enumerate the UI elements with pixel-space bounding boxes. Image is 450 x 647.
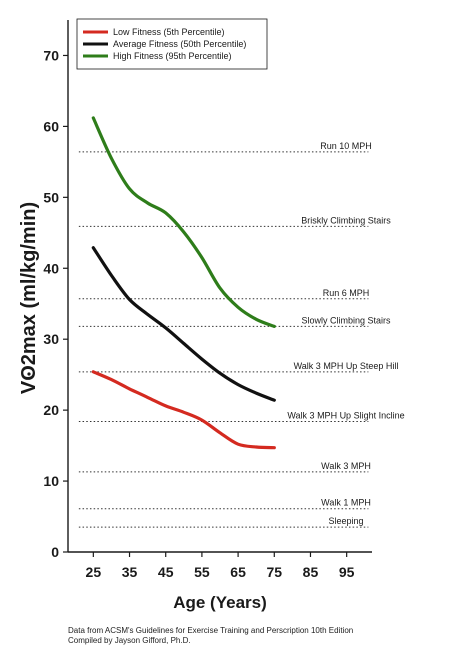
x-tick-label: 85 <box>303 564 319 580</box>
x-tick-label: 95 <box>339 564 355 580</box>
y-tick-label: 10 <box>43 473 59 489</box>
reference-line-label: Sleeping <box>328 516 363 526</box>
x-tick-label: 35 <box>122 564 138 580</box>
average-fitness-line <box>91 246 276 402</box>
reference-line-label: Walk 3 MPH <box>321 461 371 471</box>
reference-line-label: Walk 3 MPH Up Steep Hill <box>294 361 399 371</box>
x-axis-label: Age (Years) <box>173 593 267 612</box>
series-lines <box>91 116 276 450</box>
x-tick-label: 25 <box>86 564 102 580</box>
reference-line-label: Run 6 MPH <box>323 288 370 298</box>
high-fitness-line <box>91 116 276 328</box>
y-tick-label: 20 <box>43 402 59 418</box>
reference-line-label: Slowly Climbing Stairs <box>301 315 391 325</box>
source-footer: Data from ACSM's Guidelines for Exercise… <box>68 626 353 646</box>
footer-line-2: Compiled by Jayson Gifford, Ph.D. <box>68 636 191 645</box>
y-ticks: 0 10 20 30 40 50 60 70 <box>43 47 68 560</box>
y-axis-label: VO2max (ml/kg/min) <box>18 202 40 394</box>
reference-lines: Run 10 MPH Briskly Climbing Stairs Run 6 M… <box>78 141 405 528</box>
x-tick-label: 45 <box>158 564 174 580</box>
legend: Low Fitness (5th Percentile) Average Fitn… <box>76 18 268 70</box>
reference-line-label: Briskly Climbing Stairs <box>301 215 391 225</box>
legend-label: High Fitness (95th Percentile) <box>113 51 232 61</box>
y-tick-label: 70 <box>43 47 59 63</box>
axes <box>67 20 372 553</box>
reference-line-label: Walk 1 MPH <box>321 498 371 508</box>
legend-box <box>76 18 268 70</box>
legend-label: Low Fitness (5th Percentile) <box>113 27 225 37</box>
reference-line-label: Walk 3 MPH Up Slight Incline <box>287 410 404 420</box>
legend-label: Average Fitness (50th Percentile) <box>113 39 246 49</box>
x-ticks: 25 35 45 55 65 75 85 95 <box>86 552 355 580</box>
y-tick-label: 50 <box>43 189 59 205</box>
y-tick-label: 60 <box>43 118 59 134</box>
x-tick-label: 55 <box>194 564 210 580</box>
vo2-dot-mark <box>27 372 31 376</box>
x-tick-label: 65 <box>230 564 246 580</box>
y-tick-label: 0 <box>51 544 59 560</box>
vo2max-chart: Run 10 MPH Briskly Climbing Stairs Run 6 M… <box>18 18 405 612</box>
y-tick-label: 30 <box>43 331 59 347</box>
x-tick-label: 75 <box>266 564 282 580</box>
reference-line-label: Run 10 MPH <box>320 141 372 151</box>
footer-line-1: Data from ACSM's Guidelines for Exercise… <box>68 626 354 635</box>
y-tick-label: 40 <box>43 260 59 276</box>
low-fitness-line <box>91 370 276 450</box>
